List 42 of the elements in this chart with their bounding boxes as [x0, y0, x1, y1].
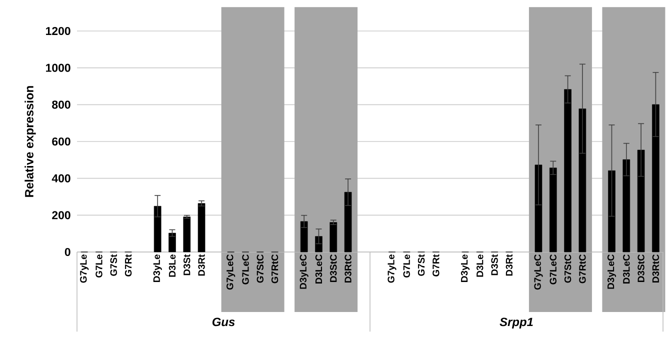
x-tick-label: G7Le [403, 254, 410, 278]
x-tick-label: G7RtC [579, 254, 586, 284]
x-tick-label: G7Le [96, 254, 102, 278]
x-tick-label: D3Le [168, 254, 176, 277]
x-tick-label: G7St [418, 254, 425, 276]
x-tick-label: G7StC [564, 254, 572, 283]
x-tick-label: D3yLe [153, 254, 162, 282]
y-tick-label: 0 [64, 248, 70, 256]
x-tick-label: D3St [184, 254, 190, 276]
y-tick-label: 600 [52, 137, 70, 146]
y-tick-label: 1000 [46, 64, 70, 72]
x-tick-label: G7Rt [432, 254, 440, 276]
x-tick-label: G7St [110, 254, 117, 276]
x-tick-label: G7StC [256, 254, 264, 283]
text: Gus [212, 318, 235, 326]
x-tick-label: D3St [491, 254, 498, 276]
x-tick-label: G7Rt [124, 254, 132, 276]
x-tick-label: D3RtC [344, 254, 352, 282]
x-tick-label: D3Le [476, 254, 484, 277]
text: Srpp1 [500, 318, 533, 329]
x-tick-label: G7LeC [242, 254, 249, 284]
x-tick-label: G7yLe [388, 254, 396, 283]
x-tick-label: D3Rt [506, 254, 513, 276]
x-tick-label: D3LeC [315, 254, 322, 284]
x-tick-label: D3StC [638, 254, 644, 282]
y-tick-label: 200 [52, 211, 70, 220]
x-tick-label: D3yLeC [607, 254, 616, 289]
x-tick-label: D3RtC [652, 254, 660, 282]
x-tick-label: D3LeC [623, 254, 630, 284]
x-tick-label: G7RtC [271, 254, 278, 284]
y-tick-label: 400 [52, 174, 70, 182]
x-tick-label: D3Rt [198, 254, 205, 276]
x-tick-label: D3yLe [460, 254, 470, 282]
x-tick-label: G7LeC [550, 254, 556, 284]
y-tick-label: 800 [52, 100, 70, 109]
x-tick-label: G7yLeC [226, 254, 236, 290]
x-tick-label: D3yLeC [300, 254, 308, 289]
x-tick-label: D3StC [330, 254, 337, 282]
y-tick-label: 1200 [46, 26, 70, 36]
x-tick-label: G7yLeC [534, 254, 543, 290]
y-axis-title: Relative expression [24, 86, 36, 197]
x-tick-label: G7yLe [80, 254, 89, 283]
